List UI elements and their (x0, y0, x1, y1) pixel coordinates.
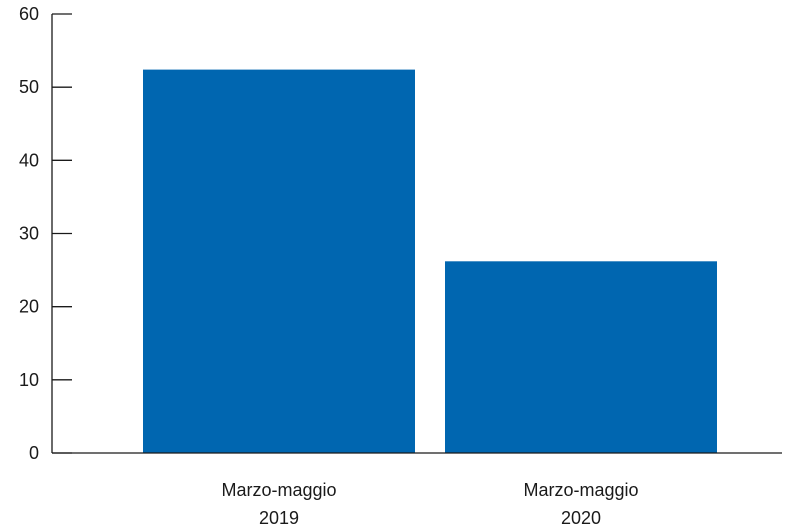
x-category-label: 2020 (561, 508, 601, 527)
x-category-label: 2019 (259, 508, 299, 527)
x-category-label: Marzo-maggio (221, 480, 336, 500)
y-tick-label: 60 (19, 4, 39, 24)
bars-layer (143, 69, 717, 454)
y-ticks: 0 10 20 30 40 50 60 (19, 4, 72, 463)
y-tick-label: 40 (19, 150, 39, 170)
bar-2019 (143, 69, 415, 454)
x-tick-labels: Marzo-maggio 2019 Marzo-maggio 2020 (221, 480, 638, 527)
y-tick-label: 50 (19, 77, 39, 97)
bar-2020 (445, 261, 717, 453)
y-tick-label: 20 (19, 297, 39, 317)
x-category-label: Marzo-maggio (523, 480, 638, 500)
y-tick-label: 10 (19, 370, 39, 390)
y-tick-label: 0 (29, 443, 39, 463)
y-tick-label: 30 (19, 224, 39, 244)
